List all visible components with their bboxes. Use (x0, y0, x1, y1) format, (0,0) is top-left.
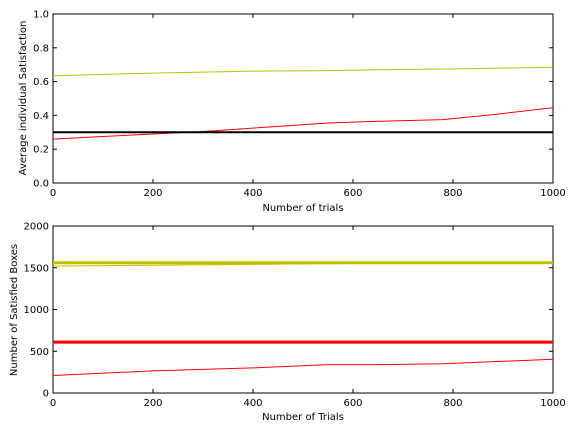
plot-area-frame (52, 225, 554, 394)
x-tick-label: 200 (143, 398, 162, 409)
series-line-3 (52, 358, 554, 376)
y-tick-label: 1.0 (33, 10, 49, 21)
series-line-1 (52, 262, 554, 267)
y-tick-label: 0.0 (33, 179, 49, 190)
x-tick-label: 800 (443, 398, 462, 409)
x-tick-label: 800 (443, 188, 462, 199)
y-tick-label: 0.4 (33, 111, 49, 122)
x-tick-label: 400 (243, 188, 262, 199)
y-tick-label: 0.2 (33, 145, 49, 156)
y-axis-label: Number of Satisfied Boxes (9, 244, 20, 376)
x-tick-label: 400 (243, 398, 262, 409)
x-tick-label: 600 (343, 188, 362, 199)
y-tick-label: 0 (43, 389, 49, 400)
x-tick-label: 600 (343, 398, 362, 409)
series-layer (52, 261, 554, 376)
x-axis-label: Number of Trials (262, 412, 344, 423)
y-tick-label: 1000 (24, 305, 49, 316)
y-tick-label: 2000 (24, 222, 49, 233)
chart-bottom: 0 200 400 600 800 1000 0 500 1000 1500 2000 Number… (9, 222, 566, 424)
x-axis-label: Number of trials (262, 203, 343, 214)
x-tick-label: 1000 (540, 188, 565, 199)
series-line-0 (52, 66, 554, 77)
tick-layer: 0 200 400 600 800 1000 0 500 1000 1500 2000 (24, 222, 566, 410)
tick-layer: 0 200 400 600 800 1000 0.0 0.2 0.4 0.6 0.8 1.0 (33, 10, 566, 200)
y-tick-label: 0.6 (33, 77, 49, 88)
plot-area-frame (52, 13, 554, 184)
x-tick-label: 0 (50, 188, 56, 199)
y-tick-label: 500 (30, 347, 49, 358)
series-layer (52, 66, 554, 140)
y-tick-label: 1500 (24, 263, 49, 274)
y-tick-label: 0.8 (33, 43, 49, 54)
x-tick-label: 0 (50, 398, 56, 409)
x-tick-label: 1000 (540, 398, 565, 409)
chart-top: 0 200 400 600 800 1000 0.0 0.2 0.4 0.6 0.8 1.0 Numb… (18, 10, 566, 215)
series-line-1 (52, 107, 554, 140)
y-axis-label: Average individual Satisfaction (18, 21, 29, 176)
x-tick-label: 200 (143, 188, 162, 199)
